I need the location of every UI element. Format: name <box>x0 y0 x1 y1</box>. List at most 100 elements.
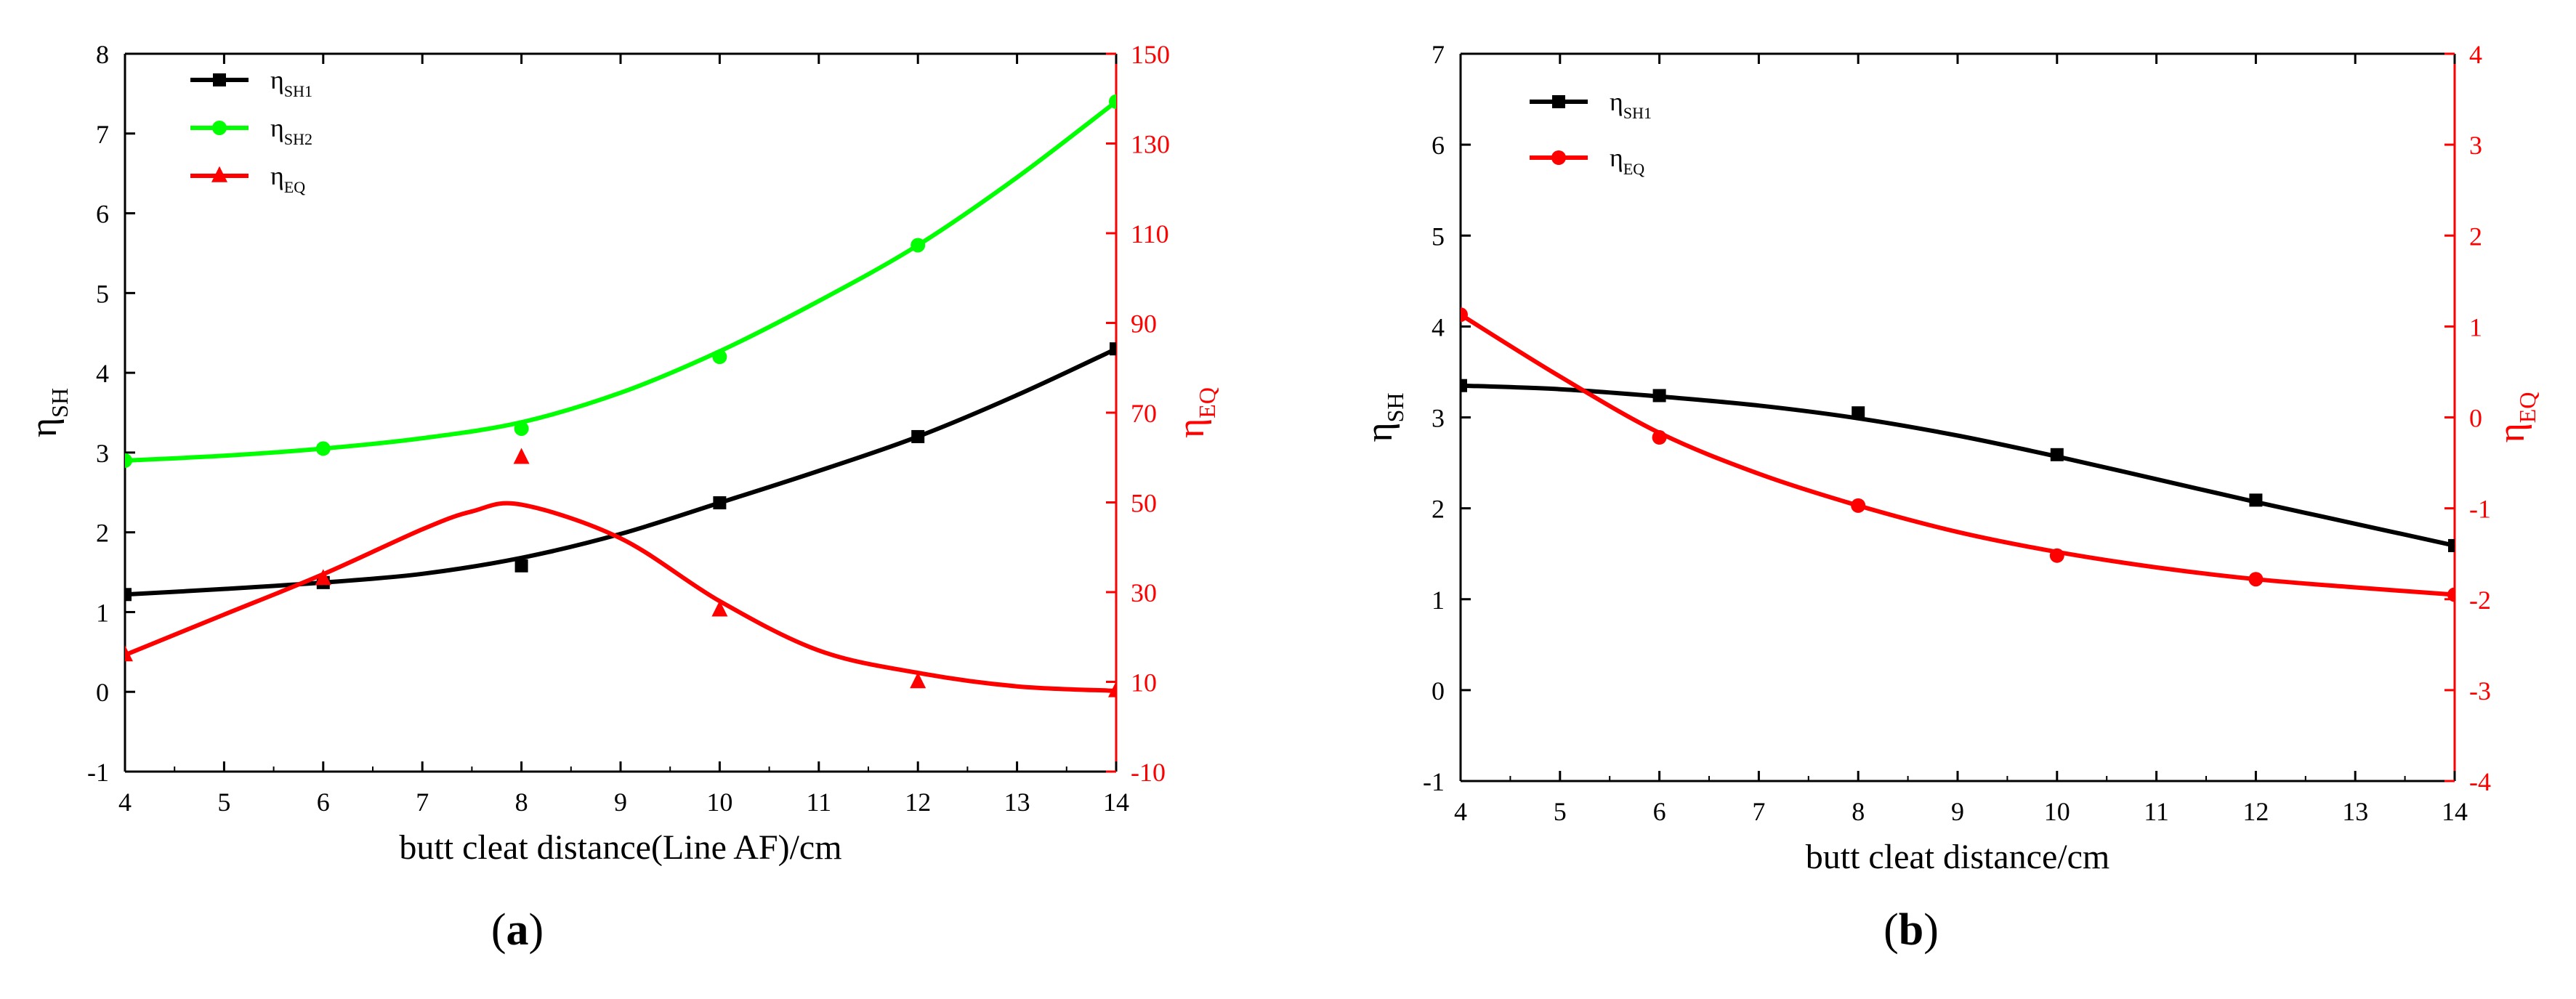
data-point <box>910 672 926 689</box>
data-point <box>1652 430 1667 445</box>
x-tick-label: 11 <box>2144 797 2169 826</box>
y-right-tick-label: -1 <box>2469 495 2491 524</box>
legend-swatch-marker <box>213 73 226 86</box>
panel-label-close: ) <box>529 905 544 955</box>
legend-swatch-marker <box>1552 95 1565 108</box>
series-sh1 <box>1461 379 2455 552</box>
eta-subscript: SH <box>47 388 73 418</box>
y-left-title: ηSH <box>1359 392 1408 442</box>
x-axis-title: butt cleat distance(Line AF)/cm <box>399 828 841 867</box>
legend-swatch-marker <box>212 121 227 135</box>
series-line <box>1461 383 2455 548</box>
data-point <box>713 496 727 510</box>
x-tick-label: 5 <box>217 788 230 817</box>
y-left-tick-label: -1 <box>1423 767 1445 796</box>
x-tick-label: 13 <box>2342 797 2368 826</box>
eta-symbol: η <box>2491 423 2532 442</box>
panel-label-letter: b <box>1899 905 1923 955</box>
y-left-tick-label: 1 <box>96 598 109 627</box>
data-point <box>1109 94 1116 109</box>
y-left-tick-label: 0 <box>1432 676 1445 705</box>
legend-label: ηEQ <box>270 161 305 196</box>
x-tick-label: 8 <box>1852 797 1865 826</box>
y-left-tick-label: 7 <box>1432 40 1445 69</box>
panel-label: (a) <box>491 905 544 955</box>
data-point <box>2248 572 2264 587</box>
y-right-tick-label: 10 <box>1131 668 1157 697</box>
x-axis-title: butt cleat distance/cm <box>1806 838 2110 876</box>
chart-panel-a: 4 5 6 7 8 9 10 11 12 13 14-1012345678-101030507090… <box>23 40 1220 867</box>
eta-subscript: EQ <box>284 178 305 196</box>
legend-swatch-marker <box>211 166 227 182</box>
data-point <box>125 453 132 468</box>
y-right-tick-label: 4 <box>2469 40 2482 69</box>
data-point <box>911 429 925 443</box>
data-point <box>1851 498 1866 513</box>
data-point <box>2249 493 2263 507</box>
y-left-tick-label: 5 <box>1432 222 1445 251</box>
data-point <box>712 349 727 365</box>
y-left-tick-label: 2 <box>96 519 109 548</box>
y-left-tick-label: 6 <box>96 200 109 229</box>
y-left-tick-label: -1 <box>87 758 109 787</box>
y-right-tick-label: 30 <box>1131 578 1157 607</box>
data-point <box>514 559 528 573</box>
legend-item: ηSH2 <box>190 113 312 148</box>
data-point <box>911 238 926 253</box>
y-left-tick-label: 4 <box>1432 312 1445 341</box>
series-eq <box>125 448 1116 697</box>
data-point <box>1652 389 1666 403</box>
y-left-tick-label: 2 <box>1432 495 1445 524</box>
series-line <box>125 99 1116 463</box>
x-tick-label: 6 <box>317 788 330 817</box>
y-right-tick-label: 50 <box>1131 489 1157 518</box>
x-tick-label: 9 <box>1951 797 1964 826</box>
data-point <box>125 588 132 602</box>
y-right-tick-label: -2 <box>2469 586 2491 615</box>
data-point <box>2447 587 2455 602</box>
y-right-title-text: ηEQ <box>2491 392 2540 443</box>
y-right-tick-label: -10 <box>1131 758 1166 787</box>
data-point <box>2049 548 2064 563</box>
series-sh1 <box>125 342 1116 602</box>
eta-symbol: η <box>270 65 284 94</box>
legend-label: ηEQ <box>1610 143 1644 178</box>
data-point <box>1461 307 1468 323</box>
chart-panel-b: 4 5 6 7 8 9 10 11 12 13 14-101234567-4-3-2-101234b… <box>1359 40 2540 876</box>
series-line <box>125 501 1116 693</box>
series-line <box>1461 312 2455 597</box>
legend-item: ηEQ <box>190 161 305 196</box>
y-right-title-text: ηEQ <box>1171 387 1220 438</box>
data-point <box>2050 448 2064 461</box>
eta-symbol: η <box>270 161 284 190</box>
data-point <box>1852 406 1865 420</box>
y-left-tick-label: 6 <box>1432 131 1445 160</box>
x-tick-label: 13 <box>1004 788 1030 817</box>
eta-symbol: η <box>1610 87 1623 116</box>
x-tick-label: 12 <box>2242 797 2269 826</box>
x-tick-label: 8 <box>515 788 528 817</box>
legend-label: ηSH1 <box>270 65 312 100</box>
y-right-tick-label: 70 <box>1131 399 1157 428</box>
panel-label-letter: a <box>506 905 529 955</box>
data-point <box>1461 379 1467 392</box>
y-right-title: ηEQ <box>1171 387 1220 438</box>
legend-label: ηSH2 <box>270 113 312 148</box>
legend-item: ηEQ <box>1530 143 1644 178</box>
data-point <box>1108 681 1116 697</box>
y-right-tick-label: 150 <box>1131 40 1170 69</box>
data-point <box>514 421 529 436</box>
y-right-tick-label: 1 <box>2469 312 2482 341</box>
x-tick-label: 4 <box>118 788 132 817</box>
x-tick-label: 4 <box>1454 797 1467 826</box>
eta-subscript: SH <box>1382 392 1408 422</box>
data-point <box>2448 538 2455 552</box>
data-point <box>315 569 331 586</box>
y-left-tick-label: 1 <box>1432 586 1445 615</box>
legend-swatch-marker <box>1551 150 1566 165</box>
y-left-tick-label: 4 <box>96 359 109 388</box>
x-tick-label: 5 <box>1554 797 1567 826</box>
y-right-tick-label: 130 <box>1131 130 1170 159</box>
eta-subscript: SH2 <box>284 130 312 148</box>
